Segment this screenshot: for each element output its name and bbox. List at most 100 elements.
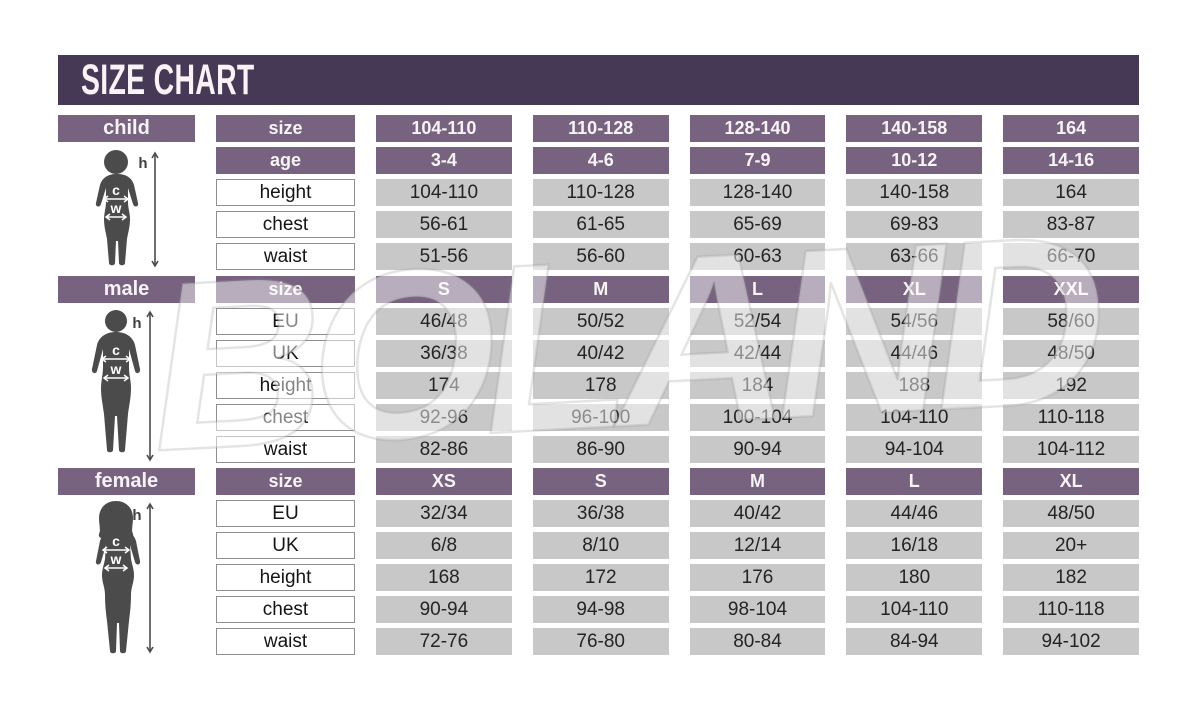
- waist-value-cell: 76-80: [532, 628, 669, 655]
- row-label: EU: [216, 308, 355, 335]
- chest-value-cell: 90-94: [376, 596, 512, 623]
- row-label: height: [216, 179, 355, 206]
- size-value-cell: 128-140: [689, 115, 826, 142]
- chest-label: c: [112, 182, 120, 198]
- uk-value-cell: 36/38: [376, 340, 512, 367]
- uk-value-cell: 20+: [1003, 532, 1139, 559]
- eu-value-cell: 52/54: [689, 308, 826, 335]
- size-value-cell: 140-158: [846, 115, 983, 142]
- size-value-cell: XS: [376, 468, 512, 495]
- waist-label: w: [110, 361, 122, 377]
- height-value-cell: 164: [1003, 179, 1139, 206]
- uk-value-cell: 44/46: [846, 340, 983, 367]
- child-figure-icon: h c w: [95, 150, 159, 268]
- age-value-cell: 14-16: [1003, 147, 1139, 174]
- chest-value-cell: 56-61: [376, 211, 512, 238]
- size-value-cell: S: [532, 468, 669, 495]
- row-label: EU: [216, 500, 355, 527]
- height-value-cell: 180: [846, 564, 983, 591]
- height-value-cell: 104-110: [376, 179, 512, 206]
- chest-arrow: [101, 546, 131, 554]
- size-value-cell: XL: [1003, 468, 1139, 495]
- row-label: age: [216, 147, 355, 174]
- chest-value-cell: 110-118: [1003, 596, 1139, 623]
- chest-value-cell: 96-100: [532, 404, 669, 431]
- height-value-cell: 176: [689, 564, 826, 591]
- size-value-cell: XL: [846, 276, 983, 303]
- female-section: female size XS S M L XL h: [58, 468, 1139, 655]
- uk-value-cell: 12/14: [689, 532, 826, 559]
- eu-value-cell: 54/56: [846, 308, 983, 335]
- size-value-cell: 104-110: [376, 115, 512, 142]
- eu-value-cell: 58/60: [1003, 308, 1139, 335]
- row-label: size: [216, 115, 355, 142]
- age-value-cell: 10-12: [846, 147, 983, 174]
- height-value-cell: 188: [846, 372, 983, 399]
- height-label: h: [132, 315, 141, 332]
- uk-value-cell: 16/18: [846, 532, 983, 559]
- male-section-header: male: [58, 276, 195, 303]
- chest-value-cell: 69-83: [846, 211, 983, 238]
- waist-value-cell: 104-112: [1003, 436, 1139, 463]
- waist-value-cell: 80-84: [689, 628, 826, 655]
- size-value-cell: S: [376, 276, 512, 303]
- waist-label: w: [110, 200, 122, 216]
- row-label: chest: [216, 596, 355, 623]
- chest-arrow: [100, 355, 132, 363]
- chest-arrow: [102, 195, 130, 203]
- eu-value-cell: 36/38: [532, 500, 669, 527]
- title-banner: SIZE CHART: [58, 55, 1139, 105]
- waist-value-cell: 94-104: [846, 436, 983, 463]
- height-arrow: [146, 310, 154, 462]
- chest-label: c: [112, 533, 120, 549]
- height-value-cell: 178: [532, 372, 669, 399]
- height-arrow: [151, 151, 159, 268]
- child-section: child size 104-110 110-128 128-140 140-1…: [58, 115, 1139, 270]
- height-arrow: [146, 502, 154, 654]
- waist-value-cell: 56-60: [532, 243, 669, 270]
- row-label: waist: [216, 243, 355, 270]
- size-value-cell: L: [689, 276, 826, 303]
- height-value-cell: 184: [689, 372, 826, 399]
- female-figure: h c w: [58, 500, 195, 655]
- uk-value-cell: 42/44: [689, 340, 826, 367]
- height-label: h: [132, 507, 141, 524]
- row-label: waist: [216, 436, 355, 463]
- chest-value-cell: 104-110: [846, 596, 983, 623]
- child-section-header: child: [58, 115, 195, 142]
- size-tables: child size 104-110 110-128 128-140 140-1…: [58, 115, 1139, 655]
- eu-value-cell: 32/34: [376, 500, 512, 527]
- uk-value-cell: 48/50: [1003, 340, 1139, 367]
- height-value-cell: 192: [1003, 372, 1139, 399]
- chest-value-cell: 65-69: [689, 211, 826, 238]
- waist-value-cell: 51-56: [376, 243, 512, 270]
- row-label: waist: [216, 628, 355, 655]
- age-value-cell: 3-4: [376, 147, 512, 174]
- age-value-cell: 7-9: [689, 147, 826, 174]
- male-figure-icon: h c w: [91, 310, 154, 462]
- eu-value-cell: 50/52: [532, 308, 669, 335]
- waist-value-cell: 82-86: [376, 436, 512, 463]
- waist-value-cell: 63-66: [846, 243, 983, 270]
- chest-value-cell: 83-87: [1003, 211, 1139, 238]
- uk-value-cell: 6/8: [376, 532, 512, 559]
- male-section: male size S M L XL XXL h: [58, 276, 1139, 463]
- chest-label: c: [112, 342, 120, 358]
- waist-value-cell: 72-76: [376, 628, 512, 655]
- waist-arrow: [103, 564, 129, 572]
- chest-value-cell: 110-118: [1003, 404, 1139, 431]
- row-label: size: [216, 468, 355, 495]
- waist-value-cell: 90-94: [689, 436, 826, 463]
- height-value-cell: 140-158: [846, 179, 983, 206]
- eu-value-cell: 48/50: [1003, 500, 1139, 527]
- chest-value-cell: 100-104: [689, 404, 826, 431]
- waist-arrow: [102, 374, 130, 382]
- waist-arrow: [104, 213, 128, 221]
- size-value-cell: XXL: [1003, 276, 1139, 303]
- size-value-cell: M: [689, 468, 826, 495]
- row-label: chest: [216, 211, 355, 238]
- chest-value-cell: 98-104: [689, 596, 826, 623]
- size-value-cell: L: [846, 468, 983, 495]
- waist-label: w: [110, 551, 122, 567]
